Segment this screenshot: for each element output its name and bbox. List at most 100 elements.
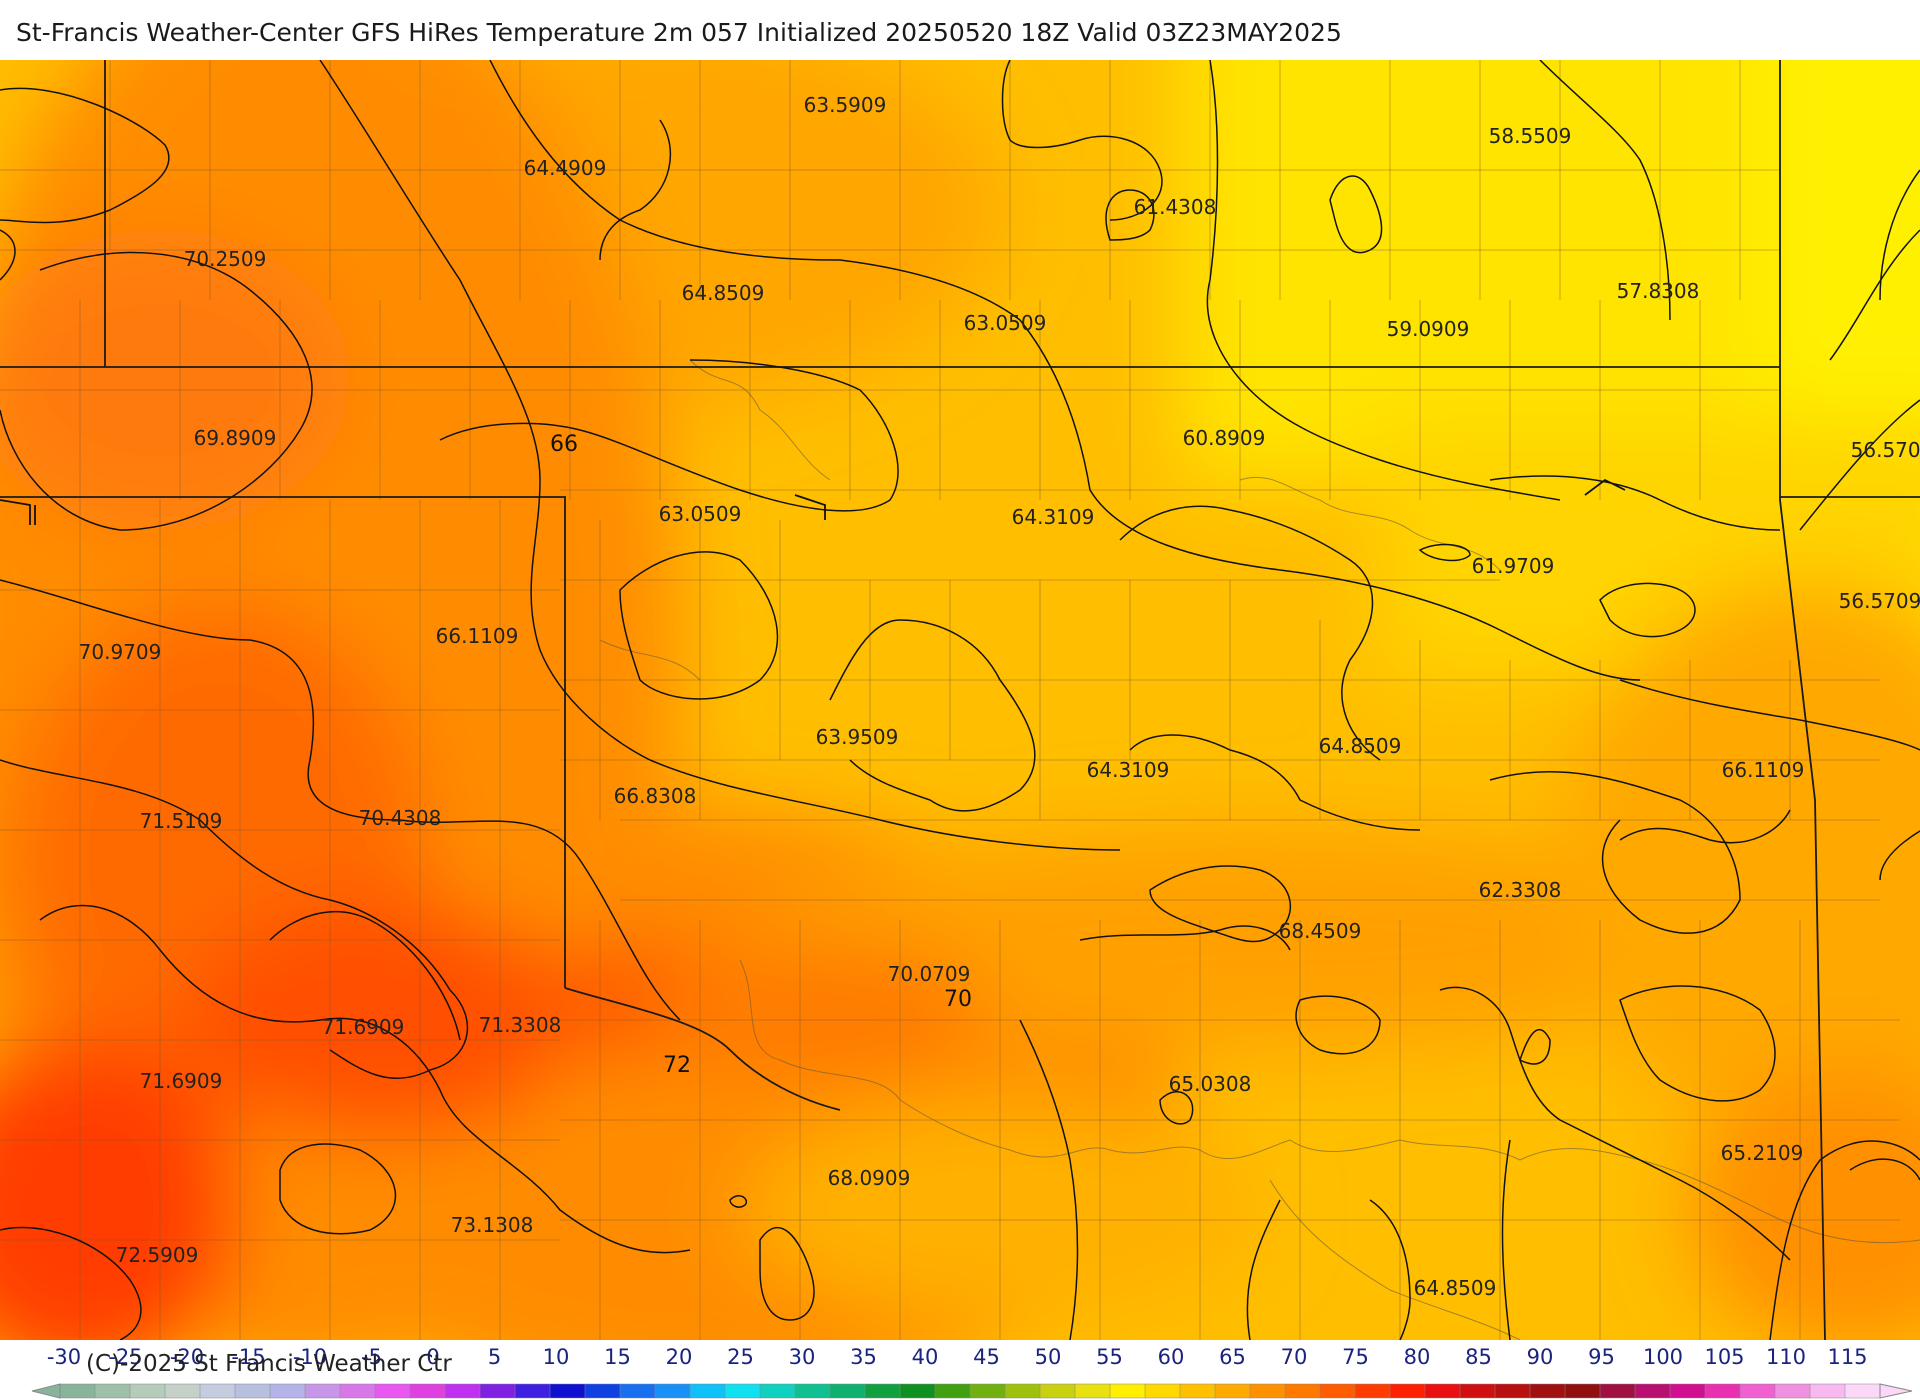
scale-swatch [1214, 1383, 1251, 1399]
scale-tick-label: 0 [426, 1345, 439, 1369]
scale-swatch [1774, 1383, 1811, 1399]
temperature-value-label: 64.3109 [1012, 505, 1095, 529]
scale-swatch [1529, 1383, 1566, 1399]
temperature-value-label: 71.3308 [479, 1013, 562, 1037]
scale-swatch [444, 1383, 481, 1399]
temperature-value-label: 66.8308 [614, 784, 697, 808]
scale-swatch [1249, 1383, 1286, 1399]
temperature-value-label: 64.4909 [524, 156, 607, 180]
scale-swatch [654, 1383, 691, 1399]
contour-labels: 66 70 72 [550, 432, 972, 1078]
scale-swatch [794, 1383, 831, 1399]
temperature-fill [0, 60, 1920, 1340]
scale-swatch [1179, 1383, 1216, 1399]
scale-swatch [1109, 1383, 1146, 1399]
scale-swatch [1144, 1383, 1181, 1399]
scale-swatch [1389, 1383, 1426, 1399]
scale-swatch [584, 1383, 621, 1399]
scale-tick-label: 40 [912, 1345, 939, 1369]
scale-swatch [829, 1383, 866, 1399]
copyright-text: (C)-2025 St Francis Weather Ctr [86, 1351, 452, 1377]
isotherm-contours [0, 60, 1920, 1340]
scale-swatch [1319, 1383, 1356, 1399]
wind-barbs [0, 478, 1626, 525]
scale-swatch [1039, 1383, 1076, 1399]
scale-tick-label: 105 [1704, 1345, 1744, 1369]
scale-tick-label: 30 [789, 1345, 816, 1369]
scale-swatch [724, 1383, 761, 1399]
scale-swatch [374, 1383, 411, 1399]
scale-swatch [1459, 1383, 1496, 1399]
temperature-value-label: 71.6909 [140, 1069, 223, 1093]
scale-swatch [864, 1383, 901, 1399]
scale-tick-label: 60 [1158, 1345, 1185, 1369]
scale-tick-label: 15 [604, 1345, 631, 1369]
scale-tick-label: 35 [850, 1345, 877, 1369]
temperature-value-label: 63.9509 [816, 725, 899, 749]
temperature-value-label: 63.0509 [964, 311, 1047, 335]
scale-swatch [1074, 1383, 1111, 1399]
scale-swatch [269, 1383, 306, 1399]
temperature-value-label: 64.3109 [1087, 758, 1170, 782]
scale-swatch [1424, 1383, 1461, 1399]
scale-swatch [934, 1383, 971, 1399]
scale-swatch [129, 1383, 166, 1399]
temperature-value-label: 58.5509 [1489, 124, 1572, 148]
temperature-value-label: 64.8509 [1414, 1276, 1497, 1300]
scale-swatch [1809, 1383, 1846, 1399]
temperature-value-label: 56.5709 [1839, 589, 1920, 613]
scale-tick-label: -15 [231, 1345, 265, 1369]
temperature-value-label: 65.0308 [1169, 1072, 1252, 1096]
scale-tick-label: 70 [1281, 1345, 1308, 1369]
temperature-value-label: 72.5909 [116, 1243, 199, 1267]
temperature-map: 63.5909 64.4909 61.4308 58.5509 70.2509 64.85… [0, 60, 1920, 1340]
scale-tick-label: 85 [1465, 1345, 1492, 1369]
scale-swatch [514, 1383, 551, 1399]
scale-tick-label: -5 [361, 1345, 382, 1369]
scale-swatch [1284, 1383, 1321, 1399]
temperature-value-label: 73.1308 [451, 1213, 534, 1237]
temperature-value-label: 71.6909 [322, 1015, 405, 1039]
scale-tick-label: 115 [1827, 1345, 1867, 1369]
scale-tick-label: 5 [488, 1345, 501, 1369]
temperature-value-label: 70.4308 [359, 806, 442, 830]
temperature-value-label: 65.2109 [1721, 1141, 1804, 1165]
scale-swatch [1494, 1383, 1531, 1399]
temperature-value-label: 71.5109 [140, 809, 223, 833]
temperature-value-label: 59.0909 [1387, 317, 1470, 341]
scale-tick-label: -20 [170, 1345, 204, 1369]
temperature-value-label: 56.5709 [1851, 438, 1920, 462]
temperature-value-label: 61.4308 [1134, 195, 1217, 219]
scale-tick-label: 100 [1643, 1345, 1683, 1369]
scale-swatch [1004, 1383, 1041, 1399]
scale-tick-label: 20 [666, 1345, 693, 1369]
scale-tick-label: 95 [1588, 1345, 1615, 1369]
scale-swatch [1564, 1383, 1601, 1399]
temperature-value-label: 63.5909 [804, 93, 887, 117]
scale-swatch [479, 1383, 516, 1399]
temperature-value-label: 57.8308 [1617, 279, 1700, 303]
temperature-value-label: 68.0909 [828, 1166, 911, 1190]
temperature-value-label: 64.8509 [682, 281, 765, 305]
scale-swatch [339, 1383, 376, 1399]
scale-min-arrow [31, 1383, 61, 1399]
scale-tick-label: -30 [47, 1345, 81, 1369]
temperature-value-label: 61.9709 [1472, 554, 1555, 578]
temperature-value-label: 69.8909 [194, 426, 277, 450]
scale-tick-label: 50 [1035, 1345, 1062, 1369]
scale-tick-label: 45 [973, 1345, 1000, 1369]
isotherm-label: 66 [550, 432, 578, 457]
scale-tick-label: 80 [1404, 1345, 1431, 1369]
river-lines [599, 359, 1920, 1340]
scale-color-bar [31, 1383, 1913, 1399]
state-borders [0, 60, 1920, 1340]
county-lines [0, 60, 1900, 1340]
scale-tick-label: -10 [293, 1345, 327, 1369]
scale-swatch [1739, 1383, 1776, 1399]
scale-tick-label: 75 [1342, 1345, 1369, 1369]
scale-swatch [409, 1383, 446, 1399]
temperature-value-label: 70.9709 [79, 640, 162, 664]
scale-swatch [1634, 1383, 1671, 1399]
temperature-value-label: 62.3308 [1479, 878, 1562, 902]
scale-tick-labels: -30 -25 -20 -15 -10 -5 0 5 10 15 20 25 30 35 40 45 50 55 6… [47, 1345, 1868, 1369]
